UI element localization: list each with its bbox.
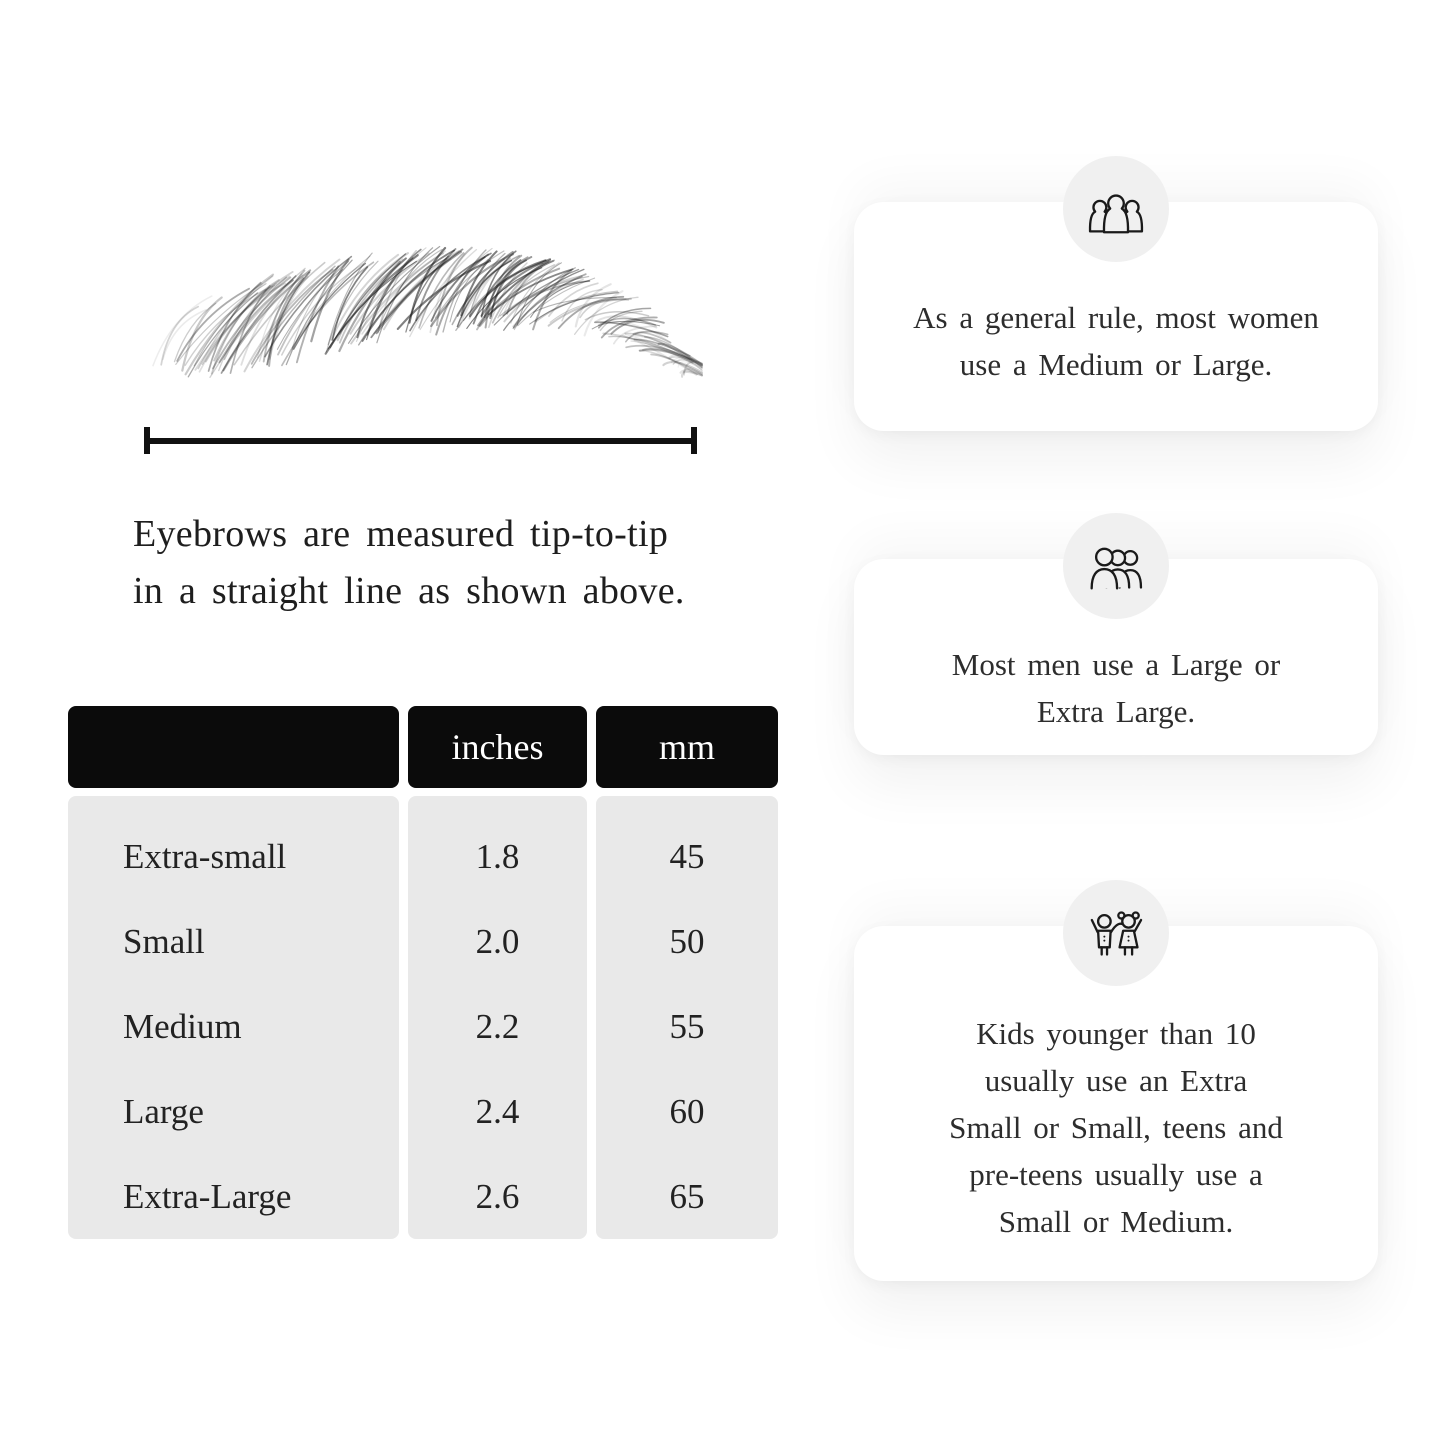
mm-value: 45 [669,836,705,876]
size-label: Extra-Large [123,1176,292,1216]
size-table-header-mm: mm [596,706,778,788]
measurement-line-endcap-left [144,427,150,454]
kids-info-card: Kids younger than 10 usually use an Extr… [854,880,1378,1281]
mm-value: 50 [669,921,705,961]
women-info-card: As a general rule, most women use a Medi… [854,156,1378,431]
size-label: Medium [123,1006,242,1046]
mm-value: 60 [669,1091,705,1131]
size-table-header-inches: inches [408,706,587,788]
men-card-text: Most men use a Large or Extra Large. [951,647,1281,729]
men-info-card: Most men use a Large or Extra Large. [854,513,1378,755]
size-label: Small [123,921,205,961]
size-label: Large [123,1091,204,1131]
size-table-body: Extra-small Small Medium Large Extra-Lar… [68,796,778,1239]
kids-icon [1063,880,1169,986]
kids-card-text: Kids younger than 10 usually use an Extr… [949,1016,1283,1239]
men-group-icon [1063,513,1169,619]
inches-value: 2.2 [475,1006,520,1046]
inches-value: 1.8 [475,836,520,876]
measurement-line [144,427,697,454]
inches-value: 2.6 [475,1176,520,1216]
size-table-mm-column: 45 50 55 60 65 [596,796,778,1239]
size-table-label-column: Extra-small Small Medium Large Extra-Lar… [68,796,399,1239]
size-table-header-blank [68,706,399,788]
mm-value: 55 [669,1006,705,1046]
eyebrow-illustration [152,245,704,378]
size-label: Extra-small [123,836,287,876]
mm-value: 65 [669,1176,705,1216]
inches-value: 2.4 [475,1091,520,1131]
size-table-header-row: inches mm [68,706,778,788]
measurement-caption: Eyebrows are measured tip-to-tip in a st… [133,513,685,612]
measurement-line-endcap-right [691,427,697,454]
inches-value: 2.0 [475,921,520,961]
size-table-inches-column: 1.8 2.0 2.2 2.4 2.6 [408,796,587,1239]
women-card-text: As a general rule, most women use a Medi… [913,300,1319,382]
women-group-icon [1063,156,1169,262]
